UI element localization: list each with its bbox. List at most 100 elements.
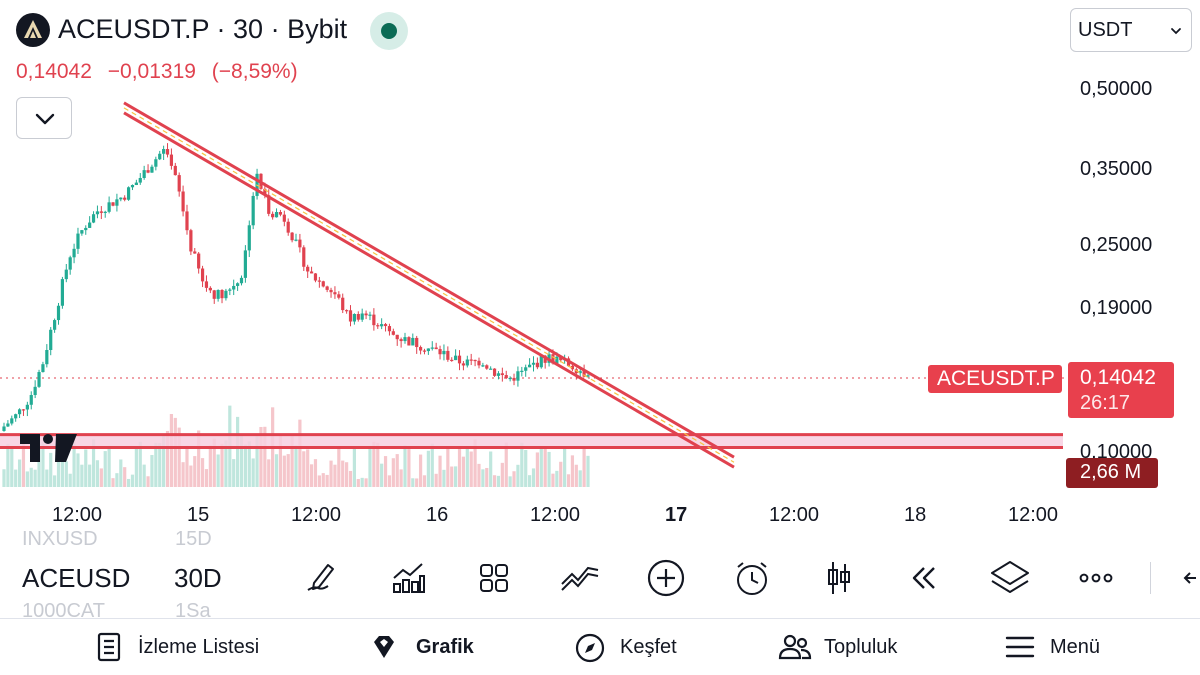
series-label-tag: ACEUSDT.P bbox=[928, 365, 1062, 393]
candle-body bbox=[294, 239, 298, 241]
candle-body bbox=[56, 305, 61, 321]
candle-body bbox=[14, 414, 18, 419]
volume-bar bbox=[33, 469, 37, 487]
candle-body bbox=[520, 370, 524, 372]
candle-body bbox=[41, 364, 45, 373]
candle-body bbox=[461, 363, 466, 366]
volume-bar bbox=[99, 468, 103, 487]
volume-bar bbox=[282, 455, 286, 487]
candle-body bbox=[473, 359, 477, 362]
candle-body bbox=[524, 367, 528, 371]
x-axis-tick: 18 bbox=[904, 504, 927, 526]
candle-body bbox=[95, 211, 100, 215]
candle-body bbox=[251, 195, 255, 226]
volume-bar bbox=[76, 453, 80, 487]
candle-body bbox=[107, 202, 111, 212]
add-icon[interactable] bbox=[644, 556, 688, 600]
candle-body bbox=[496, 373, 501, 376]
candle-body bbox=[189, 230, 193, 252]
trendline-midline bbox=[123, 107, 735, 463]
last-price-tag: 0,14042 26:17 bbox=[1068, 362, 1174, 418]
nav-label: Keşfet bbox=[620, 636, 677, 658]
volume-bar bbox=[185, 445, 189, 487]
layout-grid-icon[interactable] bbox=[472, 556, 516, 600]
candle-body bbox=[263, 188, 267, 196]
volume-bar bbox=[345, 462, 349, 487]
alert-clock-icon[interactable] bbox=[730, 556, 774, 600]
candle-body bbox=[485, 365, 489, 369]
volume-bar bbox=[103, 451, 107, 487]
back-arrow-icon[interactable] bbox=[1160, 556, 1200, 600]
candle-body bbox=[200, 268, 205, 282]
volume-bar bbox=[473, 439, 477, 487]
candle-body bbox=[130, 185, 135, 188]
watchlist-next-symbol[interactable]: 1000CAT bbox=[22, 600, 106, 622]
support-zone-fill bbox=[0, 434, 1063, 448]
volume-bar bbox=[212, 438, 216, 487]
more-icon[interactable] bbox=[1074, 556, 1118, 600]
volume-bar bbox=[255, 433, 259, 487]
nav-menu[interactable]: Menü bbox=[1004, 630, 1124, 664]
layers-icon[interactable] bbox=[988, 556, 1032, 600]
x-axis-tick: 12:00 bbox=[769, 504, 820, 526]
quote-line: 0,14042 −0,01319 (−8,59%) bbox=[16, 60, 308, 84]
watchlist-next-interval[interactable]: 1Sa bbox=[175, 600, 211, 622]
collapse-legend-button[interactable] bbox=[16, 97, 72, 139]
trendline-channel[interactable] bbox=[123, 101, 735, 469]
indicators-icon[interactable] bbox=[386, 556, 430, 600]
candle-body bbox=[422, 350, 427, 352]
nav-chart[interactable]: Grafik bbox=[370, 630, 490, 664]
candle-body bbox=[76, 233, 80, 249]
last-price: 0,14042 bbox=[16, 60, 92, 83]
compare-icon[interactable] bbox=[558, 556, 602, 600]
chart-gem-icon bbox=[374, 636, 394, 658]
volume-bar bbox=[372, 441, 376, 487]
volume-bar bbox=[516, 464, 520, 487]
drawing-pen-icon[interactable] bbox=[298, 556, 342, 600]
volume-bar bbox=[14, 469, 18, 487]
current-symbol-picker[interactable]: ACEUSD bbox=[22, 563, 131, 593]
volume-bar bbox=[422, 475, 427, 487]
candle-body bbox=[477, 360, 481, 366]
nav-community[interactable]: Topluluk bbox=[778, 630, 918, 664]
candle-body bbox=[345, 310, 349, 312]
watchlist-prev-symbol[interactable]: INXUSD bbox=[22, 528, 98, 550]
chevron-down-icon bbox=[35, 113, 55, 125]
symbol-title[interactable]: ACEUSDT.P · 30 · Bybit bbox=[58, 14, 348, 44]
currency-select[interactable] bbox=[1070, 8, 1192, 52]
volume-bar bbox=[298, 419, 302, 487]
watchlist-prev-interval[interactable]: 15D bbox=[175, 528, 212, 550]
candle-body bbox=[142, 170, 146, 179]
volume-bar bbox=[123, 467, 127, 487]
nav-explore[interactable]: Keşfet bbox=[574, 630, 694, 664]
support-zone[interactable] bbox=[0, 433, 1063, 450]
candle-body bbox=[352, 313, 356, 322]
watchlist-icon bbox=[97, 632, 121, 662]
candle-body bbox=[489, 368, 493, 370]
candles-icon[interactable] bbox=[816, 556, 860, 600]
candle-body bbox=[337, 294, 341, 298]
volume-bar bbox=[95, 460, 100, 487]
candle-body bbox=[162, 149, 166, 154]
candle-body bbox=[286, 221, 290, 233]
candle-body bbox=[165, 149, 170, 155]
market-open-dot bbox=[381, 23, 397, 39]
volume-bar bbox=[162, 433, 166, 487]
volume-bar bbox=[586, 455, 590, 487]
volume-bar bbox=[450, 466, 454, 487]
volume-bar bbox=[485, 467, 489, 487]
volume-bar bbox=[329, 460, 333, 487]
volume-bar bbox=[317, 475, 321, 487]
price-chart[interactable] bbox=[0, 0, 1200, 538]
x-axis-tick: 16 bbox=[426, 504, 449, 526]
candle-body bbox=[391, 331, 395, 335]
candle-body bbox=[60, 279, 64, 306]
nav-watchlist[interactable]: İzleme Listesi bbox=[96, 630, 296, 664]
replay-icon[interactable] bbox=[902, 556, 946, 600]
candle-body bbox=[383, 324, 388, 327]
volume-bar bbox=[337, 447, 341, 487]
volume-bar bbox=[107, 445, 111, 487]
y-axis-tick: 0,35000 bbox=[1080, 158, 1153, 180]
interval-picker[interactable]: 30D bbox=[174, 563, 222, 593]
volume-bar bbox=[263, 426, 267, 487]
